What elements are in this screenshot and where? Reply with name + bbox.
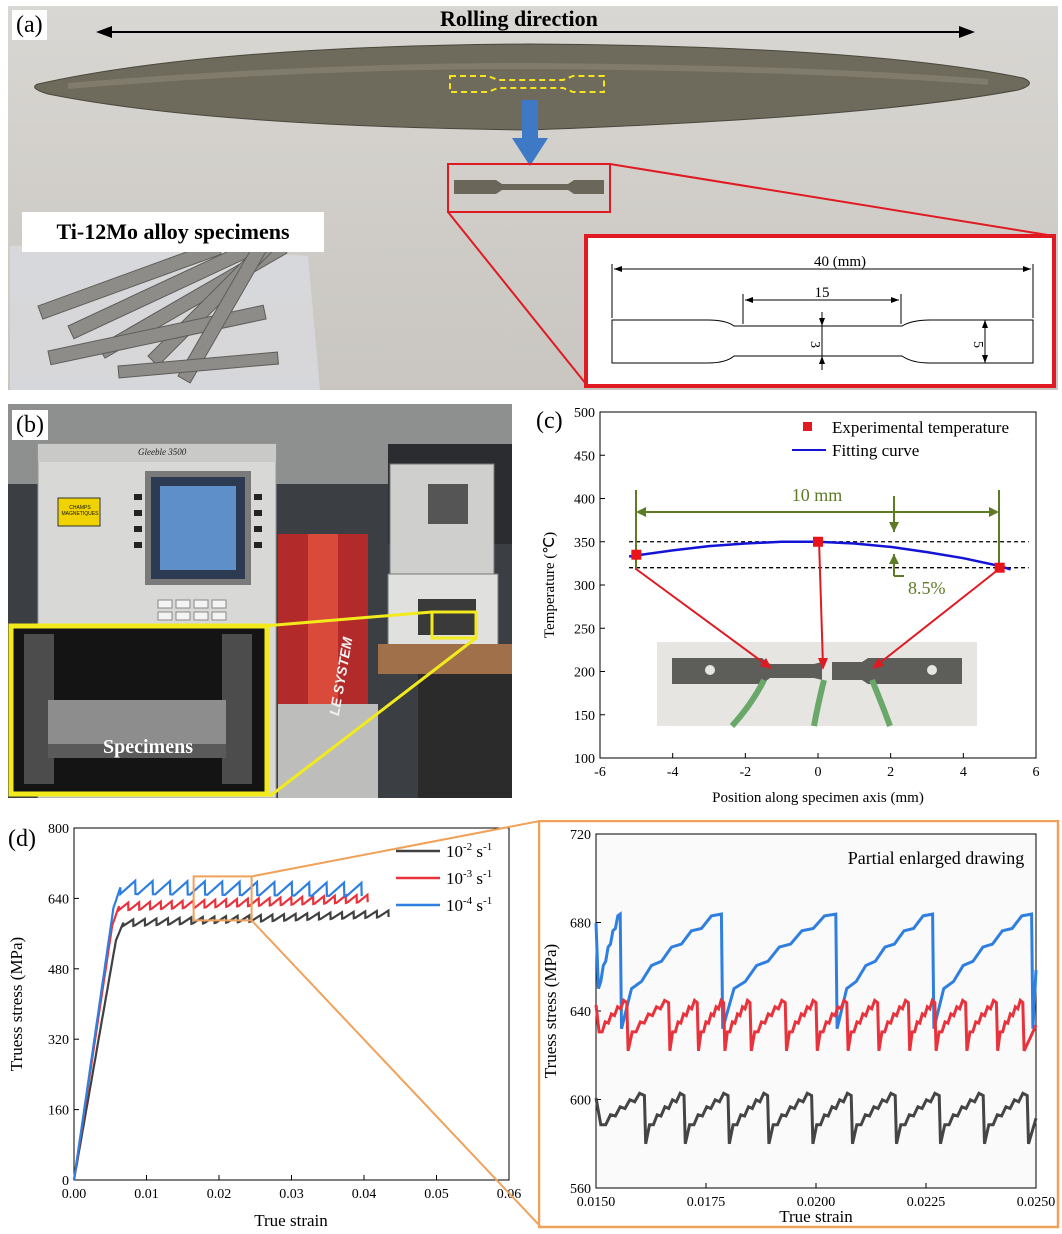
specimens-inset-label: Specimens — [103, 736, 193, 758]
x-tick-label: 0.04 — [352, 1187, 377, 1202]
legend-series-1: 10-2 s-1 — [446, 841, 492, 861]
panel-a-label: (a) — [12, 10, 47, 40]
x-tick-label: 0.0150 — [577, 1195, 616, 1210]
panel-a-photo: 40 (mm) 15 3 5 — [10, 26, 1056, 390]
x-tick-label: 0.01 — [134, 1187, 159, 1202]
stress-strain-chart: 0.000.010.020.030.040.050.06016032048064… — [7, 820, 541, 1230]
y-tick-label: 320 — [48, 1033, 69, 1048]
dim-gauge: 15 — [815, 285, 830, 301]
y-tick-label: 100 — [574, 752, 595, 767]
temperature-chart: -6 -4 -2 0 2 4 6 100 150 200 250 300 350 400 450 500 10… — [542, 406, 1040, 806]
x-tick-label: -6 — [594, 765, 606, 780]
panel-c-label: (c) — [532, 406, 567, 436]
specimen-drawing — [611, 264, 1034, 370]
specimens-label: Ti-12Mo alloy specimens — [22, 212, 324, 252]
y-tick-label: 0 — [62, 1174, 69, 1189]
legend-experimental: Experimental temperature — [832, 418, 1009, 437]
x-tick-label: 0.0200 — [797, 1195, 836, 1210]
zoom-region-box — [192, 875, 253, 922]
dimension-label: 10 mm — [792, 485, 843, 505]
legend-d: 10-2 s-1 10-3 s-1 10-4 s-1 — [396, 841, 492, 915]
panel-d: 0.000.010.020.030.040.050.06016032048064… — [0, 818, 541, 1230]
y-tick-label: 150 — [574, 709, 595, 724]
enlarged-curve-2 — [594, 997, 1038, 1052]
y-tick-label: 640 — [48, 892, 69, 907]
panel-d-label: (d) — [8, 826, 36, 852]
panel-b-label: (b) — [12, 410, 48, 440]
enlarged-chart: 0.0150 0.0175 0.0200 0.0225 0.0250 560 600 640 6… — [537, 819, 1060, 1229]
y-tick-label: 400 — [574, 493, 595, 508]
measurement-arrows — [635, 539, 1000, 667]
legend-series-3: 10-4 s-1 — [446, 895, 492, 915]
rolling-direction-label: Rolling direction — [440, 6, 598, 31]
y-tick-label: 720 — [570, 828, 591, 843]
x-tick-label: 0.05 — [424, 1187, 449, 1202]
x-tick-label: -4 — [667, 765, 679, 780]
dim-total: 40 (mm) — [814, 254, 866, 270]
panel-c: -6 -4 -2 0 2 4 6 100 150 200 250 300 350 400 450 500 10… — [532, 404, 1060, 810]
enlarged-annotation: Partial enlarged drawing — [848, 848, 1025, 868]
x-tick-label: 2 — [887, 765, 894, 780]
experimental-point — [813, 536, 823, 547]
y-tick-label: 680 — [570, 917, 591, 932]
x-tick-label: 0.0225 — [907, 1195, 946, 1210]
zoom-connector-bottom — [250, 919, 541, 1227]
experimental-point — [631, 549, 642, 560]
y-tick-label: 480 — [48, 963, 69, 978]
y-tick-label: 600 — [570, 1094, 591, 1109]
x-axis-label-e: True strain — [779, 1207, 853, 1226]
x-tick-label: 4 — [960, 765, 967, 780]
dim-width-grip: 5 — [970, 341, 985, 348]
panel-e: 0.0150 0.0175 0.0200 0.0225 0.0250 560 600 640 6… — [537, 819, 1060, 1229]
stress-curve-1 — [72, 908, 390, 1181]
x-tick-label: 0.0250 — [1017, 1195, 1056, 1210]
y-tick-label: 640 — [570, 1005, 591, 1020]
plot-area-d — [73, 827, 510, 1181]
x-axis-label-c: Position along specimen axis (mm) — [712, 790, 924, 806]
y-tick-label: 200 — [574, 666, 595, 681]
panel-b-photo — [8, 404, 512, 798]
panel-a: 40 (mm) 15 3 5 (a) Rolling direction Ti-… — [8, 6, 1058, 390]
y-tick-label: 300 — [574, 579, 595, 594]
enlarged-frame — [537, 819, 1060, 1229]
y-tick-label: 160 — [48, 1104, 69, 1119]
y-axis-label-e: Truess stress (MPa) — [541, 944, 560, 1078]
x-tick-label: 0.02 — [207, 1187, 232, 1202]
y-tick-label: 800 — [48, 822, 69, 837]
stress-curve-3 — [72, 878, 363, 1181]
specimen-outline-dashed — [449, 75, 605, 93]
warning-label: CHAMPS MAGNETIQUES — [61, 505, 99, 517]
enlarged-curve-3 — [594, 1091, 1038, 1145]
y-axis-label-d: Truess stress (MPa) — [7, 937, 26, 1071]
x-tick-label: -2 — [739, 765, 751, 780]
down-arrow-icon — [522, 100, 538, 140]
x-tick-label: 0.0175 — [687, 1195, 726, 1210]
machine-name: Gleeble 3500 — [138, 447, 187, 457]
panel-b: (b) Gleeble 3500 CHAMPS MAGNETIQUES LE S… — [8, 404, 512, 798]
x-axis-label-d: True strain — [254, 1211, 328, 1229]
enlarged-curve-1 — [594, 911, 1038, 1030]
y-tick-label: 450 — [574, 449, 595, 464]
y-axis-label-c: Temperature (℃) — [542, 532, 558, 638]
dim-width-gauge: 3 — [807, 341, 822, 348]
percent-label: 8.5% — [908, 578, 946, 598]
chamber-highlight-box — [430, 610, 478, 640]
x-tick-label: 0.03 — [279, 1187, 304, 1202]
technical-drawing-box — [584, 234, 1056, 388]
y-tick-label: 500 — [574, 406, 595, 421]
y-tick-label: 560 — [570, 1182, 591, 1197]
legend-marker-experimental — [803, 422, 812, 431]
x-tick-label: 0.00 — [62, 1187, 87, 1202]
specimen-highlight-box — [447, 163, 611, 213]
x-tick-label: 0 — [815, 765, 822, 780]
y-tick-label: 250 — [574, 622, 595, 637]
legend-series-2: 10-3 s-1 — [446, 868, 492, 888]
legend-fitting: Fitting curve — [832, 441, 919, 460]
zoom-connector-top — [251, 820, 541, 878]
x-tick-label: 6 — [1033, 765, 1040, 780]
y-tick-label: 350 — [574, 536, 595, 551]
experimental-point — [994, 562, 1005, 573]
